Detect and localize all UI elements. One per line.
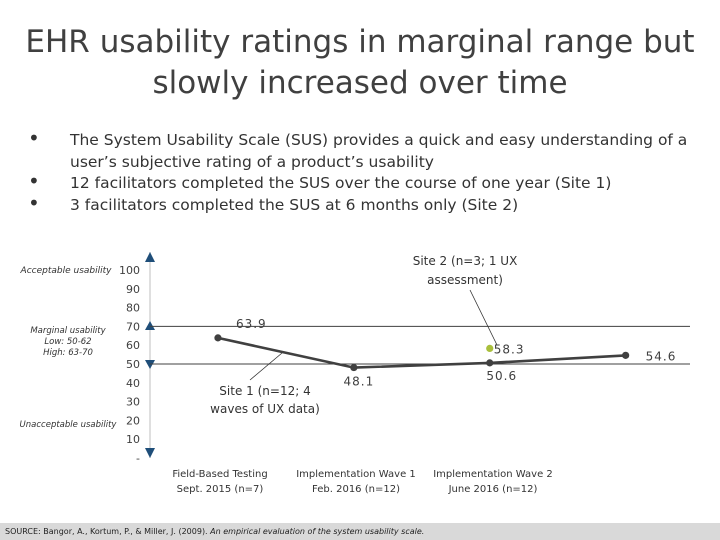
bullet-list: • The System Usability Scale (SUS) provi… (28, 126, 700, 217)
bullet-item: • 12 facilitators completed the SUS over… (28, 169, 700, 195)
y-tick-label: 80 (126, 302, 140, 315)
source-citation: SOURCE: Bangor, A., Kortum, P., & Miller… (0, 523, 720, 540)
y-tick-label: 30 (126, 396, 140, 409)
data-label: 58.3 (494, 342, 525, 356)
band-label-marginal-low: Low: 50-62 (44, 337, 91, 347)
y-tick-label: 70 (126, 320, 140, 333)
site2-callout-line2: assessment) (427, 273, 503, 287)
data-point (350, 363, 358, 372)
sus-line-chart: Acceptable usability Marginal usability … (20, 252, 690, 495)
data-point (214, 334, 222, 342)
x-label-2-line2: Feb. 2016 (n=12) (312, 484, 400, 495)
y-tick-label: 20 (126, 414, 140, 427)
y-tick-label: 10 (126, 433, 140, 446)
data-label: 54.6 (646, 349, 677, 363)
site2-callout-leader (469, 289, 498, 346)
series-line (217, 336, 626, 369)
title-line-1: EHR usability ratings in marginal range … (25, 24, 695, 60)
band-label-marginal: Marginal usability (30, 326, 106, 336)
data-point (486, 344, 494, 352)
data-label: 50.6 (486, 369, 517, 383)
x-label-1-line2: Sept. 2015 (n=7) (177, 484, 264, 495)
y-tick-label: 50 (126, 358, 140, 371)
bullet-item: • 3 facilitators completed the SUS at 6 … (28, 190, 700, 217)
band-label-marginal-high: High: 63-70 (43, 348, 93, 358)
site1-callout-line2: waves of UX data) (210, 402, 320, 416)
y-tick-label: 90 (126, 283, 140, 296)
source-citation-title: An empirical evaluation of the system us… (210, 527, 425, 536)
x-label-2-line1: Implementation Wave 1 (296, 469, 416, 480)
title-line-2: slowly increased over time (152, 65, 568, 101)
slide-title: EHR usability ratings in marginal range … (20, 22, 700, 104)
site1-callout-leader (249, 352, 283, 381)
x-label-1-line1: Field-Based Testing (172, 469, 267, 480)
data-point (622, 351, 630, 359)
bullet-dot-icon: • (28, 126, 40, 150)
bullet-text: 12 facilitators completed the SUS over t… (70, 174, 612, 192)
bullet-dot-icon: • (28, 169, 40, 193)
y-tick-label: 40 (126, 377, 140, 390)
data-point (486, 359, 494, 367)
bullet-text: The System Usability Scale (SUS) provide… (70, 131, 688, 171)
data-label: 48.1 (343, 375, 374, 389)
y-tick-label: 60 (126, 339, 140, 352)
data-label: 63.9 (236, 317, 267, 331)
bullet-item: • The System Usability Scale (SUS) provi… (28, 126, 700, 173)
bullet-text: 3 facilitators completed the SUS at 6 mo… (70, 195, 519, 214)
x-label-3-line1: Implementation Wave 2 (433, 469, 553, 480)
source-citation-text: SOURCE: Bangor, A., Kortum, P., & Miller… (5, 527, 211, 536)
x-label-3-line2: June 2016 (n=12) (448, 484, 538, 495)
marginal-arrow-up-icon (145, 321, 155, 330)
y-tick-label: - (136, 452, 140, 465)
y-axis-arrow-top-icon (145, 252, 155, 262)
y-tick-label: 100 (119, 264, 140, 277)
bullet-dot-icon: • (28, 190, 40, 215)
site2-callout-line1: Site 2 (n=3; 1 UX (413, 254, 518, 268)
site1-callout-line1: Site 1 (n=12; 4 (219, 384, 310, 398)
band-label-unacceptable: Unacceptable usability (20, 420, 118, 430)
y-axis-arrow-bottom-icon (145, 448, 155, 458)
band-label-acceptable: Acceptable usability (20, 266, 113, 276)
